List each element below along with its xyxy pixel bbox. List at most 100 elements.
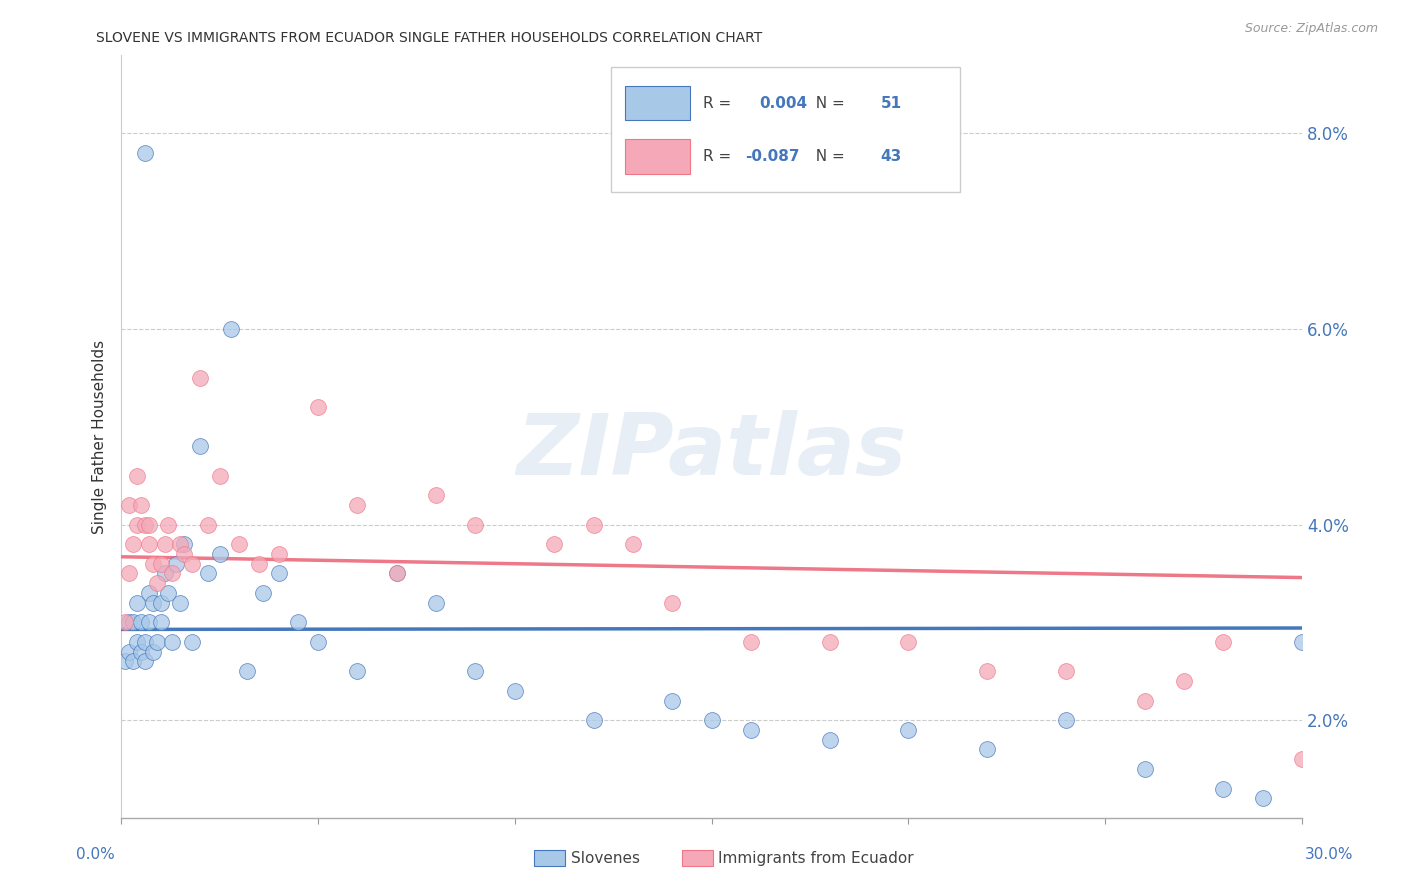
Point: [169, 596, 191, 610]
Y-axis label: Single Father Households: Single Father Households: [93, 340, 107, 533]
Point: [138, 615, 160, 630]
Point: [582, 713, 605, 727]
Point: [129, 645, 152, 659]
Point: [1133, 762, 1156, 776]
Text: Source: ZipAtlas.com: Source: ZipAtlas.com: [1244, 22, 1378, 36]
Point: [208, 468, 231, 483]
Text: 43: 43: [880, 149, 901, 164]
Text: -0.087: -0.087: [745, 149, 799, 164]
Point: [114, 615, 136, 630]
Point: [385, 566, 408, 581]
Point: [134, 145, 156, 160]
Point: [621, 537, 644, 551]
Point: [157, 586, 180, 600]
Point: [169, 537, 191, 551]
Point: [700, 713, 723, 727]
Point: [142, 645, 165, 659]
Point: [122, 615, 145, 630]
Point: [1251, 791, 1274, 805]
Point: [228, 537, 250, 551]
Point: [153, 537, 176, 551]
Point: [221, 322, 243, 336]
Text: N =: N =: [806, 95, 849, 111]
Text: 51: 51: [880, 95, 901, 111]
Point: [267, 566, 290, 581]
Point: [134, 635, 156, 649]
Point: [897, 635, 920, 649]
Point: [1291, 752, 1313, 766]
Point: [149, 557, 172, 571]
Point: [346, 665, 368, 679]
Point: [236, 665, 259, 679]
Point: [145, 576, 167, 591]
Point: [122, 537, 145, 551]
Point: [134, 517, 156, 532]
Point: [173, 537, 195, 551]
Point: [118, 498, 141, 512]
Point: [138, 586, 160, 600]
FancyBboxPatch shape: [612, 67, 959, 193]
Point: [740, 635, 762, 649]
Point: [976, 742, 998, 756]
Point: [1212, 635, 1234, 649]
Point: [1212, 781, 1234, 796]
Text: Slovenes: Slovenes: [571, 851, 640, 865]
Point: [818, 732, 841, 747]
Point: [346, 498, 368, 512]
Point: [149, 596, 172, 610]
FancyBboxPatch shape: [626, 139, 690, 174]
Point: [181, 635, 204, 649]
Point: [818, 635, 841, 649]
Point: [267, 547, 290, 561]
Point: [247, 557, 270, 571]
Point: [165, 557, 187, 571]
Point: [149, 615, 172, 630]
Text: 30.0%: 30.0%: [1305, 847, 1353, 862]
Point: [287, 615, 309, 630]
Point: [385, 566, 408, 581]
Point: [976, 665, 998, 679]
Point: [122, 655, 145, 669]
Point: [1133, 693, 1156, 707]
Point: [897, 723, 920, 737]
Point: [208, 547, 231, 561]
Point: [197, 517, 219, 532]
Point: [252, 586, 274, 600]
Point: [125, 517, 148, 532]
Text: ZIPatlas: ZIPatlas: [516, 410, 907, 493]
Point: [138, 517, 160, 532]
Point: [503, 683, 526, 698]
FancyBboxPatch shape: [626, 86, 690, 120]
Point: [307, 635, 329, 649]
Point: [142, 557, 165, 571]
Point: [464, 665, 486, 679]
Point: [162, 635, 184, 649]
Point: [125, 635, 148, 649]
Point: [188, 439, 211, 453]
Point: [661, 693, 683, 707]
Point: [181, 557, 204, 571]
Point: [118, 566, 141, 581]
Text: Immigrants from Ecuador: Immigrants from Ecuador: [718, 851, 914, 865]
Point: [740, 723, 762, 737]
Point: [162, 566, 184, 581]
Point: [118, 615, 141, 630]
Text: 0.0%: 0.0%: [76, 847, 115, 862]
Point: [425, 488, 447, 502]
Point: [425, 596, 447, 610]
Point: [129, 615, 152, 630]
Point: [157, 517, 180, 532]
Point: [1054, 713, 1077, 727]
Point: [307, 400, 329, 414]
Point: [582, 517, 605, 532]
Text: R =: R =: [703, 95, 737, 111]
Point: [129, 498, 152, 512]
Point: [464, 517, 486, 532]
Point: [1173, 673, 1195, 688]
Text: 0.004: 0.004: [759, 95, 807, 111]
Point: [153, 566, 176, 581]
Point: [125, 596, 148, 610]
Point: [125, 468, 148, 483]
Point: [543, 537, 565, 551]
Point: [118, 645, 141, 659]
